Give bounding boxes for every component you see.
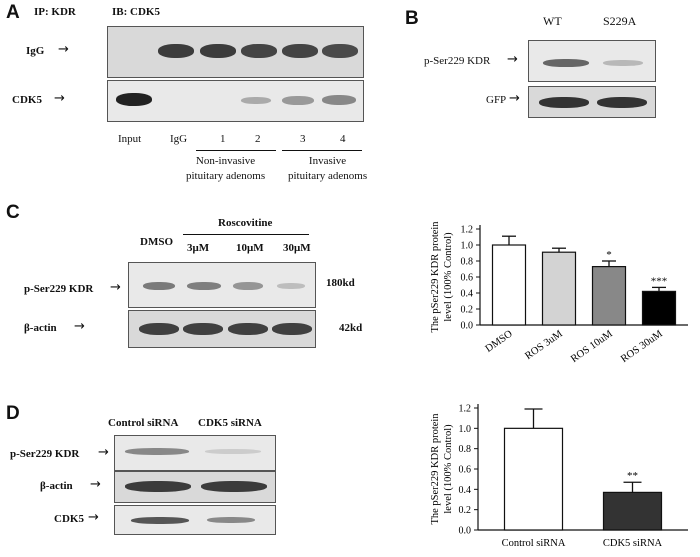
y-tick-label: 0.2	[459, 505, 472, 516]
y-axis-title: The pSer229 KDR protein level (100% Contr…	[430, 221, 454, 333]
ip-label: IP: KDR	[34, 6, 76, 18]
arrow-icon: →	[90, 477, 101, 492]
row-label-pser229: p-Ser229 KDR	[10, 448, 80, 460]
blot-b-pser229	[528, 40, 656, 82]
lane-label: IgG	[170, 133, 188, 145]
blot-c-pser229	[128, 262, 316, 308]
group-line-noninvasive	[196, 150, 276, 151]
lane-label: 3	[300, 133, 306, 145]
lane-label: CDK5 siRNA	[198, 417, 262, 429]
panel-a-letter: A	[6, 2, 20, 23]
y-tick-label: 0.6	[461, 273, 474, 284]
x-tick-label: CDK5 siRNA	[603, 538, 663, 549]
y-tick-label: 1.0	[461, 241, 474, 252]
blot-a-cdk5	[107, 80, 364, 122]
y-axis-title-line: level (100% Control)	[443, 424, 454, 514]
y-axis-title-line: The pSer229 KDR protein	[430, 221, 441, 333]
x-tick-label: Control siRNA	[502, 538, 566, 549]
row-label-igg: IgG	[26, 45, 45, 57]
panel-d-letter: D	[6, 403, 20, 424]
lane-label: S229A	[603, 14, 637, 28]
bar	[541, 251, 577, 326]
treatment-label: Roscovitine	[218, 217, 273, 229]
chart-sirna: The pSer229 KDR protein level (100% Contr…	[430, 404, 688, 549]
row-label-cdk5: CDK5	[12, 94, 42, 106]
lane-label: 1	[220, 133, 226, 145]
lane-label: WT	[543, 14, 562, 28]
x-tick-label: ROS 10uM	[569, 328, 615, 365]
arrow-icon: →	[507, 52, 518, 67]
row-label-gfp: GFP	[486, 94, 507, 106]
y-tick-label: 0.8	[461, 257, 474, 268]
arrow-icon: →	[74, 319, 85, 334]
x-tick-label: DMSO	[484, 328, 516, 355]
panel-c-letter: C	[6, 202, 20, 223]
arrow-icon: →	[509, 91, 520, 106]
y-tick-label: 0.8	[459, 444, 472, 455]
row-label-beta-actin: β-actin	[40, 480, 73, 492]
lane-label: 30μM	[283, 242, 311, 254]
significance-mark: ***	[651, 275, 668, 287]
x-tick-label: ROS 30uM	[619, 328, 665, 365]
bar	[591, 265, 627, 326]
arrow-icon: →	[88, 510, 99, 525]
lane-label: 10μM	[236, 242, 264, 254]
blot-d-cdk5	[114, 505, 276, 535]
ib-label: IB: CDK5	[112, 6, 160, 18]
row-label-pser229: p-Ser229 KDR	[24, 283, 94, 295]
bar	[602, 491, 663, 531]
treatment-line	[183, 234, 309, 235]
lane-label: Control siRNA	[108, 417, 179, 429]
y-tick-label: 1.0	[459, 424, 472, 435]
x-tick-label: ROS 3uM	[523, 328, 565, 362]
y-tick-label: 0.4	[461, 289, 474, 300]
panel-b-letter: B	[405, 8, 419, 29]
blot-d-beta-actin	[114, 471, 276, 503]
y-tick-label: 0.0	[461, 321, 474, 332]
lane-label: Input	[118, 133, 142, 145]
lane-label: 3μM	[187, 242, 210, 254]
y-tick-label: 0.0	[459, 526, 472, 537]
blot-a-igg	[107, 26, 364, 78]
group-label-noninvasive: Non-invasive pituitary adenoms	[186, 155, 266, 182]
bar	[491, 244, 527, 326]
arrow-icon: →	[58, 42, 69, 57]
y-axis-title-line: level (100% Control)	[443, 232, 454, 322]
y-tick-label: 1.2	[461, 225, 474, 236]
size-marker: 42kd	[339, 322, 363, 334]
row-label-beta-actin: β-actin	[24, 322, 57, 334]
chart-roscovitine: The pSer229 KDR protein level (100% Contr…	[430, 221, 688, 365]
lane-label: 4	[340, 133, 346, 145]
y-tick-label: 0.6	[459, 465, 472, 476]
y-tick-label: 0.4	[459, 485, 472, 496]
blot-d-pser229	[114, 435, 276, 471]
y-tick-label: 0.2	[461, 305, 474, 316]
blot-b-gfp	[528, 86, 656, 118]
bar	[641, 290, 677, 326]
row-label-pser229: p-Ser229 KDR	[424, 55, 491, 67]
size-marker: 180kd	[326, 277, 355, 289]
blot-c-beta-actin	[128, 310, 316, 348]
arrow-icon: →	[110, 280, 121, 295]
lane-label: DMSO	[140, 236, 173, 248]
significance-mark: *	[606, 249, 612, 261]
y-tick-label: 1.2	[459, 404, 472, 415]
bar	[503, 427, 564, 531]
arrow-icon: →	[54, 91, 65, 106]
group-line-invasive	[282, 150, 362, 151]
arrow-icon: →	[98, 445, 109, 460]
y-axis-title: The pSer229 KDR protein level (100% Contr…	[430, 413, 454, 525]
y-axis-title-line: The pSer229 KDR protein	[430, 413, 441, 525]
group-label-invasive: Invasive pituitary adenoms	[288, 155, 368, 182]
row-label-cdk5: CDK5	[54, 513, 84, 525]
significance-mark: **	[627, 470, 638, 482]
lane-label: 2	[255, 133, 261, 145]
